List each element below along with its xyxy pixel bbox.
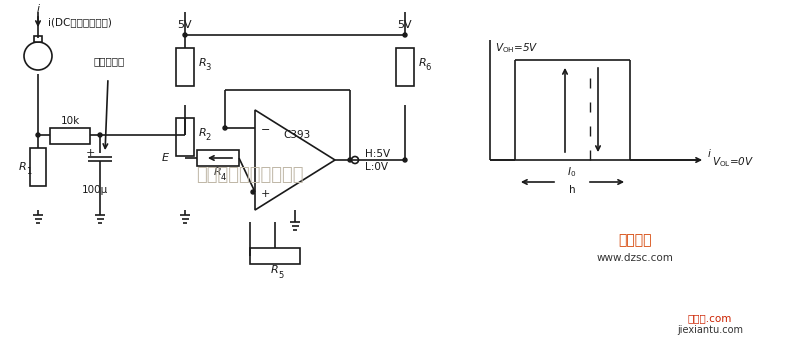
Text: 3: 3 xyxy=(205,63,210,73)
Text: R: R xyxy=(419,58,426,68)
Circle shape xyxy=(251,190,255,194)
Circle shape xyxy=(223,126,227,130)
Circle shape xyxy=(183,133,187,137)
Text: R: R xyxy=(271,265,279,275)
Circle shape xyxy=(348,158,352,162)
Text: 6: 6 xyxy=(425,63,430,73)
Text: R: R xyxy=(214,167,222,177)
Circle shape xyxy=(36,133,40,137)
Text: i(DC电动机的电流): i(DC电动机的电流) xyxy=(48,17,112,27)
Text: +: + xyxy=(261,189,270,199)
Text: R: R xyxy=(199,128,206,138)
Text: 维库一下: 维库一下 xyxy=(618,233,652,247)
Polygon shape xyxy=(255,110,335,210)
Text: 5V: 5V xyxy=(398,20,412,30)
Text: 4: 4 xyxy=(220,173,226,181)
Bar xyxy=(176,118,194,156)
Text: E: E xyxy=(162,153,169,163)
Text: L:0V: L:0V xyxy=(365,162,388,172)
Text: $V_{\mathrm{OH}}$=5V: $V_{\mathrm{OH}}$=5V xyxy=(495,41,538,55)
Text: 5V: 5V xyxy=(178,20,192,30)
Text: $V_{\mathrm{OL}}$=0V: $V_{\mathrm{OL}}$=0V xyxy=(712,155,754,169)
Circle shape xyxy=(183,33,187,37)
Bar xyxy=(34,36,42,42)
Bar xyxy=(396,48,414,86)
Text: R: R xyxy=(199,58,206,68)
Text: 接线图.com: 接线图.com xyxy=(688,313,732,323)
Circle shape xyxy=(403,33,407,37)
Text: 2: 2 xyxy=(205,134,210,142)
Text: $I_0$: $I_0$ xyxy=(567,165,577,179)
Circle shape xyxy=(98,133,102,137)
Bar xyxy=(250,248,300,264)
Text: i: i xyxy=(708,149,711,159)
Bar xyxy=(176,48,194,86)
Text: 除去噪声用: 除去噪声用 xyxy=(93,56,124,66)
Text: −: − xyxy=(261,125,270,135)
Text: h: h xyxy=(569,185,575,195)
Text: 杭州将客科技有限公司: 杭州将客科技有限公司 xyxy=(196,166,304,184)
Bar xyxy=(197,150,239,166)
Circle shape xyxy=(351,157,358,163)
Text: i: i xyxy=(37,4,39,14)
Text: H:5V: H:5V xyxy=(365,149,390,159)
Circle shape xyxy=(24,42,52,70)
Text: 5: 5 xyxy=(278,271,284,279)
Text: jiexiantu.com: jiexiantu.com xyxy=(677,325,743,335)
Bar xyxy=(50,128,90,144)
Text: +: + xyxy=(86,148,94,158)
Text: 1: 1 xyxy=(26,167,31,177)
Text: 100μ: 100μ xyxy=(82,185,108,195)
Text: R: R xyxy=(18,162,26,172)
Text: C393: C393 xyxy=(283,130,310,140)
Circle shape xyxy=(403,158,407,162)
Text: www.dzsc.com: www.dzsc.com xyxy=(597,253,674,263)
Bar xyxy=(30,148,46,186)
Text: 10k: 10k xyxy=(60,116,80,126)
